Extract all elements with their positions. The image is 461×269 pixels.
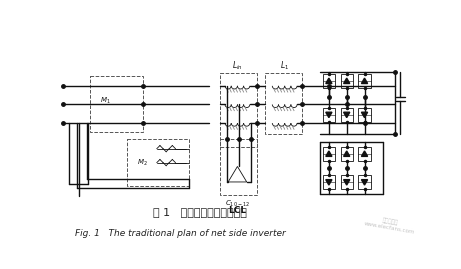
Bar [266,73,302,134]
Polygon shape [326,78,332,84]
Text: $M_2$: $M_2$ [137,157,148,168]
Text: 图 1   传统的网侧变换器方案: 图 1 传统的网侧变换器方案 [153,207,247,217]
Bar [341,108,353,122]
Bar [358,108,371,122]
Polygon shape [326,151,332,156]
Polygon shape [326,112,332,118]
Polygon shape [343,78,350,84]
Polygon shape [343,151,350,156]
Bar [341,175,353,189]
Bar [341,74,353,88]
Text: $M_1$: $M_1$ [100,96,111,107]
Polygon shape [361,78,367,84]
Bar [358,74,371,88]
Text: LCL: LCL [228,206,247,215]
Polygon shape [343,112,350,118]
Polygon shape [361,112,367,118]
Bar [127,139,189,186]
Text: Fig. 1   The traditional plan of net side inverter: Fig. 1 The traditional plan of net side … [75,228,285,238]
Text: $C_{10-12}$: $C_{10-12}$ [225,199,250,209]
Bar [358,175,371,189]
Bar [90,76,143,132]
Polygon shape [326,180,332,185]
Bar [323,74,335,88]
Text: 电子发烧友
www.elecfans.com: 电子发烧友 www.elecfans.com [364,215,416,235]
Bar [323,175,335,189]
Bar [220,139,257,195]
Bar [358,147,371,161]
Polygon shape [361,180,367,185]
Text: $L_{in}$: $L_{in}$ [232,59,243,72]
Bar [323,147,335,161]
Bar [341,147,353,161]
Text: $L_1$: $L_1$ [280,59,289,72]
Bar [220,73,257,147]
Polygon shape [361,151,367,156]
Polygon shape [343,180,350,185]
Bar [323,108,335,122]
